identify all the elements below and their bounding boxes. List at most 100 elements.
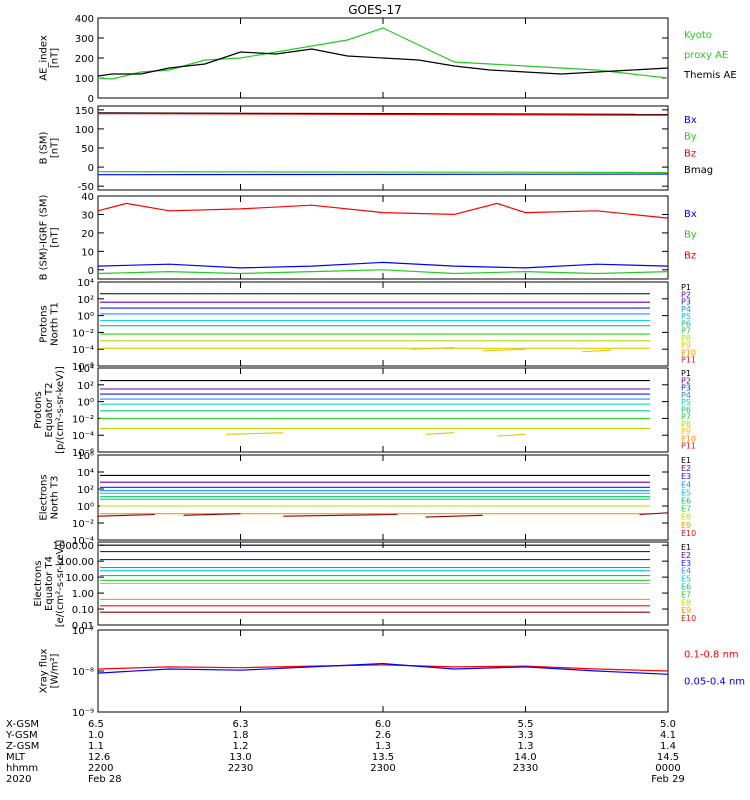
axis-cell: 0000	[655, 763, 680, 774]
y-axis-label: [e/(cm²-s-sr-keV)]	[55, 540, 66, 628]
axis-cell: 1.0	[88, 730, 104, 741]
y-axis-label: Protons	[39, 305, 50, 342]
y-tick-label: 10⁴	[77, 468, 94, 479]
series-line	[97, 662, 669, 675]
legend-entry: E5	[681, 488, 691, 497]
axis-cell: 4.1	[660, 730, 676, 741]
y-tick-label: 40	[81, 192, 94, 203]
y-axis-label: Protons	[33, 391, 44, 428]
y-tick-label: 100.00	[59, 557, 94, 568]
y-tick-label: 100	[75, 125, 94, 136]
channel-segment	[425, 432, 455, 435]
legend-entry: E2	[681, 551, 691, 560]
y-tick-label: 10⁴	[77, 364, 94, 375]
series-line	[97, 112, 669, 115]
y-tick-label: 300	[75, 34, 94, 45]
y-axis-label: [nT]	[50, 227, 61, 247]
y-axis-label: [p/(cm²-s-sr-keV)]	[55, 366, 66, 454]
legend-entry: P10	[681, 434, 696, 443]
y-tick-label: 10⁻⁷	[72, 626, 94, 637]
legend-entry: E4	[681, 480, 691, 489]
legend-entry: P4	[681, 305, 691, 314]
axis-cell: 2.6	[375, 730, 391, 741]
axis-cell: 1.8	[233, 730, 249, 741]
legend-entry: Bmag	[684, 165, 713, 176]
legend-entry: P11	[681, 442, 696, 451]
panel-frame	[97, 105, 669, 191]
legend-entry: Bx	[684, 209, 697, 220]
legend-entry: P1	[681, 283, 691, 292]
series-line	[97, 269, 669, 275]
legend-entry: P7	[681, 327, 691, 336]
legend-entry: Kyoto	[684, 30, 712, 41]
axis-cell: 13.0	[229, 752, 251, 763]
legend-entry: P5	[681, 398, 691, 407]
legend-entry: E10	[681, 614, 696, 623]
y-tick-label: 10²	[77, 381, 94, 392]
series-line	[97, 48, 669, 77]
y-tick-label: 10⁻⁶	[72, 448, 94, 459]
panel-8: 10⁻⁷ 10⁻⁸ 10⁻⁹ Xray flux [W/m²] 0.1-0.8 nm 0.0…	[39, 626, 746, 719]
legend-entry: E2	[681, 464, 691, 473]
axis-cell: 1.3	[518, 741, 534, 752]
legend-entry: E9	[681, 606, 691, 615]
axis-cell: 5.0	[660, 719, 676, 730]
axis-cell: 2330	[513, 763, 538, 774]
y-tick-label: 10⁻⁹	[72, 708, 94, 719]
axis-cell: Feb 28	[88, 774, 122, 785]
channel-segment	[482, 348, 526, 352]
legend-entry: E9	[681, 521, 691, 530]
axis-cell: 1.3	[375, 741, 391, 752]
panel-5: 10⁴ 10² 10⁰ 10⁻² 10⁻⁴ 10⁻⁶ Protons Equator T2 [p…	[33, 364, 696, 459]
y-tick-label: 10⁻²	[72, 414, 94, 425]
channel-segment	[226, 432, 284, 435]
series-line	[97, 261, 669, 269]
axis-row-label: hhmm	[6, 763, 38, 774]
legend-entry: P8	[681, 420, 691, 429]
y-tick-label: 1000.00	[53, 541, 94, 552]
legend-entry: E1	[681, 543, 691, 552]
legend-entry: P7	[681, 413, 691, 422]
legend-entry: By	[684, 132, 697, 143]
legend-entry: By	[684, 230, 697, 241]
y-tick-label: 100	[75, 74, 94, 85]
legend-entry: P1	[681, 369, 691, 378]
legend-entry: P8	[681, 334, 691, 343]
y-tick-label: 10⁻⁴	[72, 345, 94, 356]
y-tick-label: 10⁻²	[72, 328, 94, 339]
panel-frame	[97, 454, 669, 541]
channel-segment	[582, 349, 612, 353]
y-axis-label: B (SM)-IGRF (SM)	[39, 195, 50, 281]
legend-entry: P10	[681, 348, 696, 357]
panel-4: 10⁴ 10² 10⁰ 10⁻² 10⁻⁴ 10⁻⁶ Protons North T1 P1P2…	[39, 278, 697, 373]
y-axis-label: [nT]	[50, 138, 61, 158]
legend-entry: E8	[681, 598, 691, 607]
axis-row-label: 2020	[6, 774, 31, 785]
y-axis-label: [nT]	[50, 48, 61, 68]
y-axis-label: Electrons	[33, 560, 44, 606]
y-tick-label: 200	[75, 54, 94, 65]
legend-entry: P5	[681, 312, 691, 321]
legend-entry: E5	[681, 575, 691, 584]
y-axis-label: [W/m²]	[50, 653, 61, 688]
series-line	[97, 171, 669, 173]
panel-frame	[97, 629, 669, 713]
y-tick-label: 10⁻⁴	[72, 431, 94, 442]
y-tick-label: 1.00	[72, 589, 94, 600]
legend-entry: E6	[681, 497, 691, 506]
legend-entry: P4	[681, 391, 691, 400]
legend-entry: P6	[681, 405, 691, 414]
channel-segment	[496, 433, 526, 437]
channel-segment	[425, 514, 483, 518]
legend-entry: P3	[681, 384, 691, 393]
legend-entry: Bx	[684, 115, 697, 126]
legend-entry: Bz	[684, 148, 696, 159]
legend-entry: P2	[681, 376, 691, 385]
panel-1: 0 100 200 300 400 AE_index [nT] Kyoto proxy AE Th…	[39, 14, 737, 105]
figure-title: GOES-17	[348, 3, 402, 17]
y-axis-label: Equator T2	[44, 383, 55, 438]
y-tick-label: 50	[81, 144, 94, 155]
